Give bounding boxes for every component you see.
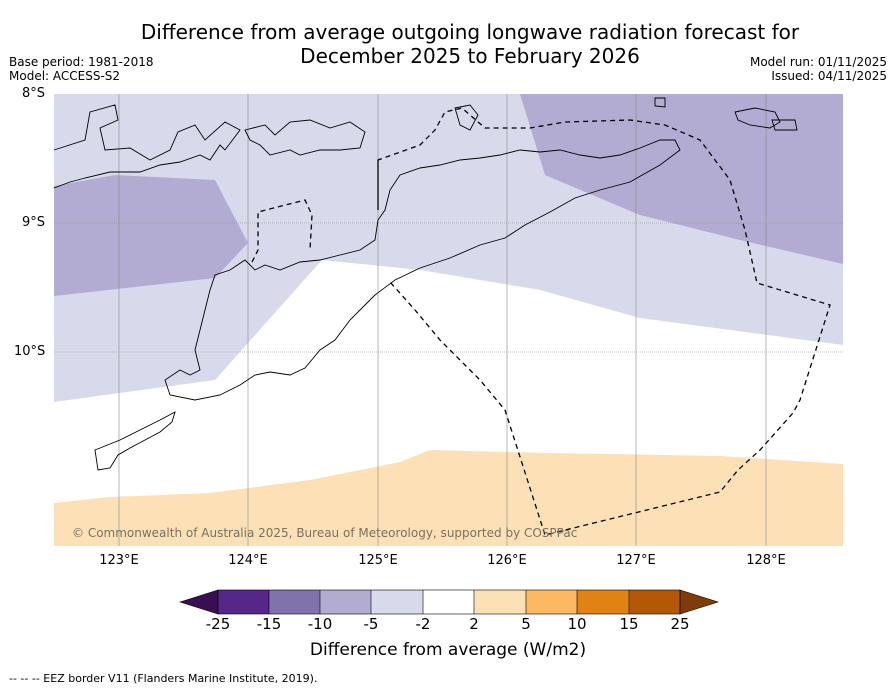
colorbar-segment-4 [371, 590, 423, 614]
colorbar-tick-label: -15 [256, 615, 282, 633]
eez-border [251, 107, 831, 536]
colorbar-segment-5 [423, 590, 474, 614]
colorbar-dividers [268, 590, 630, 614]
colorbar-tick-label: -10 [307, 615, 333, 633]
colorbar-tick-label: 10 [567, 615, 587, 633]
colorbar-segment-1 [218, 590, 269, 614]
title-line-1: Difference from average outgoing longwav… [140, 20, 800, 44]
coastline-flores-alor [53, 104, 241, 189]
colorbar-tick-label: 25 [670, 615, 690, 633]
colorbar-tick-label: 15 [619, 615, 639, 633]
lon-label-125e: 125°E [358, 553, 398, 568]
colorbar-tick-label: 5 [521, 615, 531, 633]
coastline-wetar [454, 104, 479, 131]
coastlines [53, 97, 798, 471]
colorbar-tick-label: -25 [205, 615, 231, 633]
eez-line-timor-leste [377, 107, 831, 536]
lon-label-124e: 124°E [228, 553, 268, 568]
model-run: Model run: 01/11/2025 [749, 55, 887, 69]
colorbar-title: Difference from average (W/m2) [309, 640, 587, 660]
chart-title: Difference from average outgoing longwav… [110, 20, 830, 68]
meta-right: Model run: 01/11/2025 Issued: 04/11/2025 [750, 55, 887, 83]
base-period: Base period: 1981-2018 [9, 55, 154, 69]
lon-label-123e: 123°E [99, 553, 139, 568]
copyright-text: © Commonwealth of Australia 2025, Bureau… [72, 526, 578, 540]
lon-label-128e: 128°E [746, 553, 786, 568]
lat-label-9s: 9°S [22, 215, 46, 230]
eez-footnote: -- -- -- EEZ border V11 (Flanders Marine… [9, 672, 318, 685]
meta-left: Base period: 1981-2018 Model: ACCESS-S2 [9, 55, 154, 83]
model-name: Model: ACCESS-S2 [9, 69, 121, 83]
lon-label-127e: 127°E [616, 553, 656, 568]
anomaly-region-light-orange [54, 450, 843, 546]
eez-line-oecusse [251, 199, 313, 263]
colorbar-tick-label: -2 [415, 615, 431, 633]
colorbar-tick-label: -5 [363, 615, 379, 633]
issued-date: Issued: 04/11/2025 [771, 69, 887, 83]
colorbar [179, 589, 719, 615]
coastline-islands-north [244, 119, 366, 156]
colorbar-segment-2 [269, 590, 320, 614]
coastline-babar-islands [654, 97, 798, 131]
gridlines [54, 94, 843, 546]
colorbar-segment-7 [526, 590, 577, 614]
colorbar-segment-8 [577, 590, 629, 614]
coastline-timor [164, 139, 681, 401]
colorbar-frame [217, 589, 681, 615]
coastline-rote [94, 411, 176, 471]
anomaly-region-purple-northeast [520, 94, 843, 264]
colorbar-extend-min [179, 589, 219, 615]
map-area [54, 94, 843, 546]
lon-label-126e: 126°E [487, 553, 527, 568]
colorbar-segment-6 [474, 590, 526, 614]
colorbar-tick-label: 2 [469, 615, 479, 633]
colorbar-segment-3 [320, 590, 371, 614]
lat-label-8s: 8°S [22, 86, 46, 101]
colorbar-extend-max [679, 589, 719, 615]
lat-label-10s: 10°S [14, 344, 46, 359]
colorbar-segment-9 [629, 590, 680, 614]
title-line-2: December 2025 to February 2026 [300, 44, 640, 68]
anomaly-region-purple-west [54, 175, 248, 296]
